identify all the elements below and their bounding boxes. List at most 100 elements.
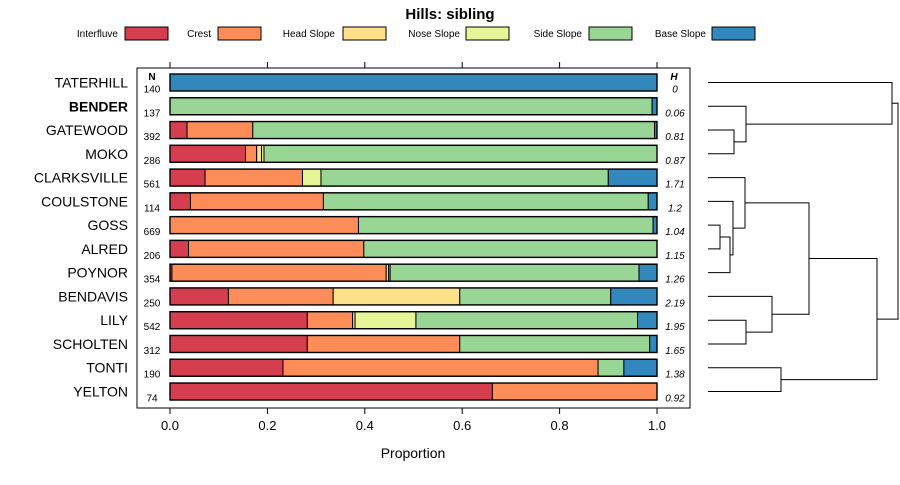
x-axis-label: Proportion <box>381 445 446 461</box>
bar-segment-12-5 <box>623 358 658 377</box>
bar-segment-1-5 <box>651 97 658 116</box>
legend-swatch-4 <box>588 26 633 41</box>
bar-segment-13-0 <box>169 382 493 401</box>
bar-segment-7-0 <box>169 239 190 258</box>
bar-segment-5-1 <box>189 192 324 211</box>
x-tick-label-5: 1.0 <box>648 418 666 433</box>
bar-outline-0 <box>169 73 658 92</box>
row-label-4: CLARKSVILLE <box>34 170 128 186</box>
row-label-12: TONTI <box>86 360 128 376</box>
bar-segment-7-4 <box>363 239 658 258</box>
bar-segment-3-0 <box>169 144 246 163</box>
bar-outline-4 <box>169 168 658 187</box>
bar-outline-2 <box>169 120 658 140</box>
bar-segment-2-1 <box>186 121 254 140</box>
bar-segment-11-5 <box>649 334 658 353</box>
h-label-6: 1.04 <box>665 227 685 238</box>
dendrogram-link-8 <box>708 295 773 333</box>
bar-outline-9 <box>169 287 658 306</box>
bar-segment-5-0 <box>169 192 191 211</box>
bar-segment-3-2 <box>256 144 263 163</box>
n-label-10: 542 <box>144 322 161 333</box>
bar-segment-1-4 <box>169 97 653 116</box>
legend-label-3: Nose Slope <box>408 29 460 40</box>
bar-segment-11-0 <box>169 334 308 353</box>
row-label-1: BENDER <box>69 98 128 114</box>
n-label-12: 190 <box>144 370 161 381</box>
bar-segment-10-3 <box>354 311 417 330</box>
bar-segment-11-1 <box>306 334 461 353</box>
h-label-13: 0.92 <box>665 394 685 405</box>
bar-segment-3-4 <box>263 144 658 163</box>
row-labels: TATERHILL BENDER GATEWOOD MOKO CLARKSVILLE CO… <box>34 75 129 400</box>
bar-segment-8-1 <box>171 263 387 282</box>
bar-segment-0-5 <box>169 73 658 92</box>
dendrogram-link-4 <box>708 236 731 274</box>
n-label-8: 354 <box>144 275 161 286</box>
bar-segment-12-1 <box>282 358 599 377</box>
bar-segment-12-0 <box>169 358 284 377</box>
bar-outline-8 <box>169 263 658 282</box>
legend-label-4: Side Slope <box>534 29 583 40</box>
h-label-9: 2.19 <box>664 298 685 309</box>
n-labels: 140 137 392 286 561 114 669 206 354 250 542 312 190 7… <box>144 85 161 405</box>
legend-swatch-5 <box>711 26 756 41</box>
dendrogram-link-7 <box>708 319 747 345</box>
bar-segment-2-4 <box>252 121 656 140</box>
row-label-10: LILY <box>100 312 128 328</box>
h-labels: 0 0.06 0.81 0.87 1.71 1.2 1.04 1.15 1.26 2.19 1.95… <box>664 85 685 405</box>
dendrogram-link-3 <box>708 224 721 250</box>
bar-outline-11 <box>169 334 658 354</box>
h-label-4: 1.71 <box>665 180 684 191</box>
row-label-3: MOKO <box>85 146 128 162</box>
n-column-header: N <box>148 72 155 83</box>
n-label-13: 74 <box>146 394 158 405</box>
legend-swatch-2 <box>342 26 387 41</box>
n-label-4: 561 <box>144 180 161 191</box>
n-label-11: 312 <box>144 346 161 357</box>
bar-segment-4-0 <box>169 168 206 187</box>
n-label-0: 140 <box>144 85 161 96</box>
bar-outline-1 <box>169 97 658 116</box>
bar-segment-10-1 <box>306 311 354 330</box>
row-label-9: BENDAVIS <box>58 288 128 304</box>
x-tick-label-4: 0.8 <box>551 418 569 433</box>
n-label-2: 392 <box>144 132 161 143</box>
h-column-header: H <box>670 72 678 83</box>
legend-label-0: Interfluve <box>77 29 119 40</box>
x-tick-label-3: 0.6 <box>453 418 471 433</box>
bar-segment-2-0 <box>169 121 188 140</box>
bar-outline-10 <box>169 311 658 330</box>
bar-outline-3 <box>169 144 658 164</box>
row-label-8: POYNOR <box>67 265 128 281</box>
bar-outline-7 <box>169 239 658 259</box>
dendrogram-link-12 <box>877 102 899 320</box>
bar-segment-9-4 <box>459 287 612 306</box>
chart-title: Hills: sibling <box>405 6 494 23</box>
n-label-1: 137 <box>144 108 161 119</box>
legend-swatch-0 <box>124 26 169 41</box>
h-label-1: 0.06 <box>665 108 685 119</box>
bar-segment-12-4 <box>597 358 625 377</box>
x-axis: 0.0 0.2 0.4 0.6 0.8 1.0 <box>161 62 666 433</box>
legend-label-2: Head Slope <box>283 29 336 40</box>
n-label-3: 286 <box>144 156 161 167</box>
bar-outline-5 <box>169 192 658 211</box>
bar-segment-3-1 <box>244 144 258 163</box>
row-label-7: ALRED <box>81 241 128 257</box>
bar-outline-6 <box>169 215 658 235</box>
bar-segment-8-4 <box>389 263 640 282</box>
bar-segment-10-5 <box>637 311 658 330</box>
bar-outline-12 <box>169 358 658 377</box>
legend-label-5: Base Slope <box>655 29 707 40</box>
dendrogram-link-9 <box>745 202 810 315</box>
dendrogram-link-11 <box>781 258 878 381</box>
bar-segment-9-5 <box>610 287 658 306</box>
bar-segment-7-1 <box>188 239 365 258</box>
bar-segment-4-5 <box>607 168 658 187</box>
h-label-0: 0 <box>672 85 678 96</box>
bar-segment-4-4 <box>320 168 609 187</box>
n-label-7: 206 <box>144 251 161 262</box>
bar-segment-4-1 <box>204 168 303 187</box>
x-tick-label-0: 0.0 <box>161 418 179 433</box>
